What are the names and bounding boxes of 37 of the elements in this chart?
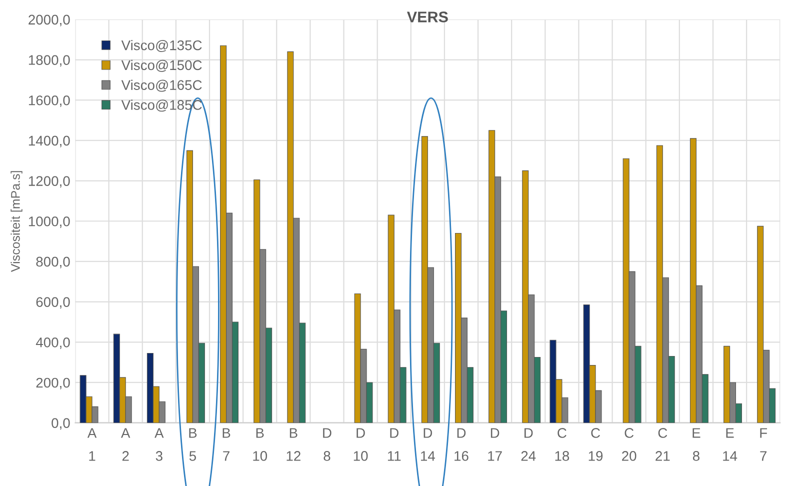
y-axis-title: Viscositeit [mPa.s]: [10, 171, 22, 272]
x-tick-label: F 7: [760, 428, 768, 461]
x-tick-label: B 10: [253, 428, 268, 461]
x-tick-label: B 7: [222, 428, 230, 461]
x-tick-label: E 8: [692, 428, 700, 461]
x-tick-label: D 14: [421, 428, 435, 461]
y-tick-label: 1000,0: [28, 216, 70, 228]
y-tick-label: 800,0: [36, 256, 70, 268]
x-tick-label: D 11: [388, 428, 401, 461]
x-tick-label: D 16: [454, 428, 468, 461]
x-tick-label: C 19: [588, 428, 603, 461]
y-tick-label: 200,0: [36, 378, 70, 390]
x-tick-label: D 8: [323, 428, 332, 461]
y-tick-label: 1200,0: [28, 176, 70, 188]
y-tick-label: 600,0: [36, 297, 70, 309]
x-tick-label: D 10: [354, 428, 368, 461]
x-tick-label: B 5: [189, 428, 197, 461]
y-tick-label: 1400,0: [28, 136, 70, 148]
y-tick-label: 400,0: [36, 337, 70, 349]
x-tick-label: D 17: [488, 428, 502, 461]
y-tick-label: 0,0: [52, 418, 70, 430]
legend-label: Visco@165C: [121, 80, 202, 92]
y-tick-label: 2000,0: [28, 14, 70, 26]
x-tick-label: A 3: [154, 428, 164, 461]
x-tick-label: A 2: [120, 428, 130, 461]
x-tick-label: C 21: [656, 428, 670, 461]
legend-label: Visco@150C: [121, 60, 202, 72]
x-tick-label: E 14: [723, 428, 738, 461]
y-tick-label: 1800,0: [28, 55, 70, 67]
y-tick-label: 1600,0: [28, 95, 70, 107]
legend-label: Visco@135C: [121, 40, 202, 52]
x-tick-label: A 1: [87, 428, 97, 461]
x-tick-label: D 24: [521, 428, 536, 461]
chart-title: VERS: [406, 12, 448, 22]
x-tick-label: C 20: [622, 428, 636, 461]
x-tick-label: B 12: [286, 428, 300, 461]
x-tick-label: C 18: [555, 428, 570, 461]
